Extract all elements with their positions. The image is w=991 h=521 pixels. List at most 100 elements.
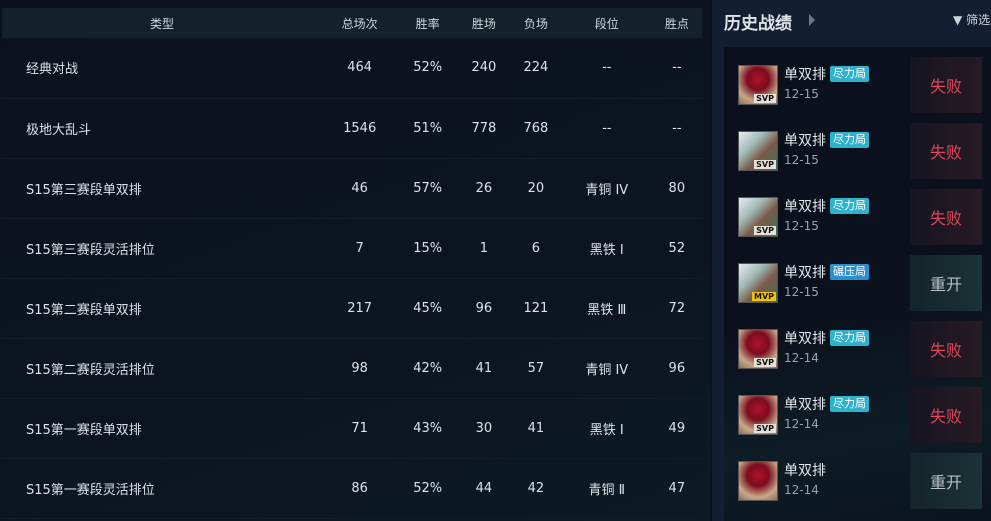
match-item[interactable]: SVP 单双排 尽力局 12-15 失败 bbox=[724, 189, 982, 245]
table-cell: 46 bbox=[321, 158, 398, 219]
table-cell: 96 bbox=[457, 278, 510, 339]
column-header: 类型 bbox=[2, 8, 322, 38]
match-item[interactable]: SVP 单双排 尽力局 12-14 失败 bbox=[724, 321, 982, 377]
stats-panel: 类型 总场次 胜率 胜场 负场 段位 胜点 经典对战 464 52% 240 224 -- -- 极地大乱… bbox=[0, 0, 710, 521]
champion-avatar: SVP bbox=[738, 65, 778, 105]
champion-avatar: MVP bbox=[738, 263, 778, 303]
performance-tag: 碾压局 bbox=[830, 264, 869, 280]
match-date: 12-14 bbox=[784, 351, 819, 365]
champion-avatar bbox=[738, 461, 778, 501]
table-cell: 71 bbox=[321, 398, 398, 459]
table-cell: 51% bbox=[397, 98, 458, 159]
match-result: 失败 bbox=[910, 387, 982, 443]
table-cell: 45% bbox=[397, 278, 458, 339]
table-cell: 6 bbox=[509, 218, 562, 279]
svp-badge: SVP bbox=[754, 424, 776, 433]
chevron-right-icon[interactable] bbox=[809, 14, 815, 26]
table-cell: 42% bbox=[397, 338, 458, 399]
table-cell: 52% bbox=[397, 38, 458, 99]
table-row[interactable]: S15第二赛段灵活排位 98 42% 41 57 青铜 IV 96 bbox=[2, 338, 702, 399]
table-cell: 41 bbox=[457, 338, 510, 399]
table-cell: -- bbox=[651, 98, 702, 159]
table-cell: 240 bbox=[457, 38, 510, 99]
table-cell: 57% bbox=[397, 158, 458, 219]
column-header: 胜场 bbox=[457, 8, 510, 38]
table-cell: 黑铁 Ⅰ bbox=[561, 398, 652, 459]
table-cell: 经典对战 bbox=[2, 38, 322, 99]
match-item[interactable]: 单双排 12-14 重开 bbox=[724, 453, 982, 509]
table-cell: 41 bbox=[509, 398, 562, 459]
match-item[interactable]: MVP 单双排 碾压局 12-15 重开 bbox=[724, 255, 982, 311]
match-result: 失败 bbox=[910, 57, 982, 113]
table-cell: 44 bbox=[457, 458, 510, 519]
column-header: 胜点 bbox=[651, 8, 702, 38]
table-cell: 121 bbox=[509, 278, 562, 339]
champion-avatar: SVP bbox=[738, 197, 778, 237]
svp-badge: SVP bbox=[754, 358, 776, 367]
game-mode: 单双排 bbox=[784, 265, 826, 281]
match-date: 12-15 bbox=[784, 153, 819, 167]
game-mode: 单双排 bbox=[784, 133, 826, 149]
table-cell: -- bbox=[651, 38, 702, 99]
table-cell: S15第一赛段单双排 bbox=[2, 398, 322, 459]
table-cell: 1 bbox=[457, 218, 510, 279]
table-cell: 极地大乱斗 bbox=[2, 98, 322, 159]
table-cell: 7 bbox=[321, 218, 398, 279]
table-cell: 80 bbox=[651, 158, 702, 219]
table-row[interactable]: S15第一赛段单双排 71 43% 30 41 黑铁 Ⅰ 49 bbox=[2, 398, 702, 459]
table-cell: 30 bbox=[457, 398, 510, 459]
performance-tag: 尽力局 bbox=[830, 198, 869, 214]
table-cell: 43% bbox=[397, 398, 458, 459]
table-row[interactable]: S15第三赛段灵活排位 7 15% 1 6 黑铁 Ⅰ 52 bbox=[2, 218, 702, 279]
game-mode: 单双排 bbox=[784, 67, 826, 83]
table-cell: 20 bbox=[509, 158, 562, 219]
match-item[interactable]: SVP 单双排 尽力局 12-15 失败 bbox=[724, 57, 982, 113]
column-header: 胜率 bbox=[397, 8, 458, 38]
champion-avatar: SVP bbox=[738, 395, 778, 435]
table-cell: 47 bbox=[651, 458, 702, 519]
svp-badge: SVP bbox=[754, 94, 776, 103]
match-list[interactable]: SVP 单双排 尽力局 12-15 失败 SVP 单双排 尽力局 12-15 失败 SVP 单双排 尽力… bbox=[724, 47, 991, 521]
game-mode: 单双排 bbox=[784, 463, 826, 479]
match-result: 重开 bbox=[910, 453, 982, 509]
table-cell: 青铜 IV bbox=[561, 338, 652, 399]
table-cell: 57 bbox=[509, 338, 562, 399]
table-header: 类型 总场次 胜率 胜场 负场 段位 胜点 bbox=[2, 8, 702, 38]
table-cell: 778 bbox=[457, 98, 510, 159]
table-row[interactable]: S15第三赛段单双排 46 57% 26 20 青铜 IV 80 bbox=[2, 158, 702, 219]
table-row[interactable]: 极地大乱斗 1546 51% 778 768 -- -- bbox=[2, 98, 702, 159]
table-cell: 黑铁 Ⅲ bbox=[561, 278, 652, 339]
table-cell: -- bbox=[561, 38, 652, 99]
performance-tag: 尽力局 bbox=[830, 330, 869, 346]
performance-tag: 尽力局 bbox=[830, 396, 869, 412]
match-date: 12-14 bbox=[784, 483, 819, 497]
table-cell: 15% bbox=[397, 218, 458, 279]
performance-tag: 尽力局 bbox=[830, 66, 869, 82]
table-row[interactable]: 经典对战 464 52% 240 224 -- -- bbox=[2, 38, 702, 99]
match-result: 失败 bbox=[910, 189, 982, 245]
table-cell: S15第一赛段灵活排位 bbox=[2, 458, 322, 519]
match-item[interactable]: SVP 单双排 尽力局 12-15 失败 bbox=[724, 123, 982, 179]
table-cell: 768 bbox=[509, 98, 562, 159]
table-cell: 464 bbox=[321, 38, 398, 99]
table-cell: 98 bbox=[321, 338, 398, 399]
svp-badge: SVP bbox=[754, 226, 776, 235]
table-cell: S15第三赛段单双排 bbox=[2, 158, 322, 219]
table-cell: 26 bbox=[457, 158, 510, 219]
column-header: 负场 bbox=[509, 8, 562, 38]
table-cell: 96 bbox=[651, 338, 702, 399]
table-cell: 42 bbox=[509, 458, 562, 519]
match-date: 12-15 bbox=[784, 285, 819, 299]
table-cell: -- bbox=[561, 98, 652, 159]
filter-button[interactable]: ▼ 筛选 bbox=[953, 11, 990, 28]
table-cell: 1546 bbox=[321, 98, 398, 159]
champion-avatar: SVP bbox=[738, 131, 778, 171]
column-header: 段位 bbox=[561, 8, 652, 38]
game-mode: 单双排 bbox=[784, 397, 826, 413]
match-date: 12-15 bbox=[784, 219, 819, 233]
table-cell: S15第三赛段灵活排位 bbox=[2, 218, 322, 279]
table-row[interactable]: S15第二赛段单双排 217 45% 96 121 黑铁 Ⅲ 72 bbox=[2, 278, 702, 339]
filter-label: 筛选 bbox=[966, 13, 991, 27]
match-item[interactable]: SVP 单双排 尽力局 12-14 失败 bbox=[724, 387, 982, 443]
table-row[interactable]: S15第一赛段灵活排位 86 52% 44 42 青铜 Ⅱ 47 bbox=[2, 458, 702, 519]
